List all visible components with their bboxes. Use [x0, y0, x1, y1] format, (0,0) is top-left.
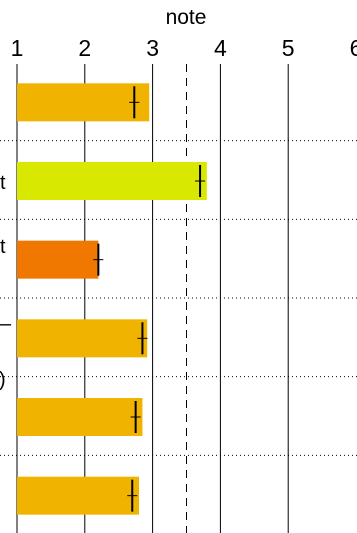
x-tick-label-5: 5: [282, 35, 295, 61]
bar-1: [17, 83, 150, 122]
error-markers: [93, 86, 206, 512]
bars: [17, 83, 207, 515]
x-tick-label-2: 2: [78, 35, 91, 61]
category-label-3: t: [0, 236, 6, 258]
x-tick-label-4: 4: [214, 35, 227, 61]
x-tick-label-3: 3: [146, 35, 159, 61]
x-tick-label-6: 6: [350, 35, 357, 61]
category-label-5: ): [0, 369, 6, 391]
x-tick-label-1: 1: [11, 35, 24, 61]
bar-3: [17, 240, 99, 279]
category-labels: t t – ): [0, 172, 12, 391]
x-axis-title: note: [166, 6, 207, 29]
category-label-4: –: [0, 313, 12, 335]
bar-6: [17, 476, 140, 515]
x-axis-ticks: 1 2 3 4 5 6: [11, 35, 357, 61]
bar-4: [17, 319, 148, 358]
bar-2: [17, 162, 207, 200]
bar-5: [17, 398, 143, 436]
category-label-2: t: [0, 172, 6, 194]
